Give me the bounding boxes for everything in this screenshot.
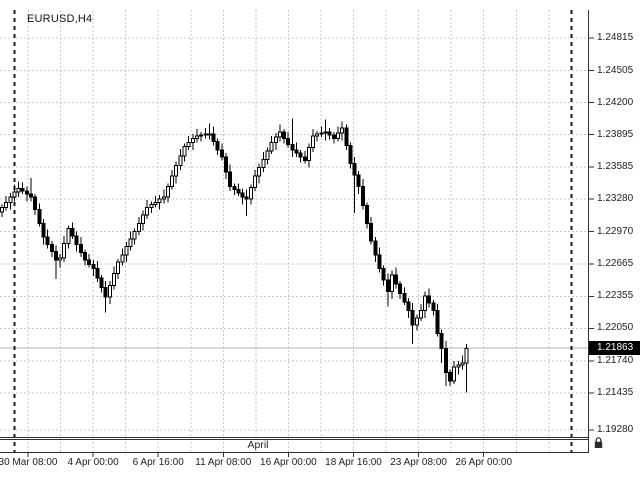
axis-tick-marks — [27, 37, 594, 457]
price-tick-label: 1.23585 — [597, 161, 634, 173]
time-tick-label: 18 Apr 16:00 — [325, 457, 382, 468]
time-tick-label: 26 Apr 00:00 — [455, 457, 513, 468]
month-separator-lines — [13, 10, 573, 452]
grid-lines — [0, 10, 589, 452]
bid-price-label: 1.21863 — [589, 340, 640, 355]
price-tick-label: 1.22050 — [597, 322, 634, 334]
price-tick-label: 1.24505 — [597, 64, 634, 76]
price-tick-label: 1.22970 — [597, 225, 634, 237]
price-tick-label: 1.21435 — [597, 386, 634, 398]
time-tick-label: 6 Apr 16:00 — [132, 457, 184, 468]
candlesticks — [0, 118, 469, 393]
price-tick-label: 1.22665 — [597, 257, 634, 269]
price-tick-label: 1.24200 — [597, 96, 634, 108]
symbol-period-label: EURUSD,H4 — [27, 13, 93, 25]
time-tick-label: 23 Apr 08:00 — [390, 457, 447, 468]
price-tick-label: 1.19280 — [597, 424, 634, 435]
price-axis[interactable]: 1.24815 1.24505 1.24200 1.23895 1.23585 1.232… — [589, 0, 640, 480]
price-tick-label: 1.24815 — [597, 32, 634, 43]
price-tick-label: 1.23895 — [597, 128, 634, 140]
price-tick-label: 1.21740 — [597, 354, 634, 366]
price-tick-label: 1.22355 — [597, 290, 634, 302]
time-tick-label: 16 Apr 00:00 — [260, 457, 317, 468]
time-axis[interactable]: 30 Mar 08:00 4 Apr 00:00 6 Apr 16:00 11 Apr… — [0, 453, 589, 471]
scale-lock-icon[interactable] — [593, 436, 604, 449]
time-tick-label: 30 Mar 08:00 — [0, 457, 58, 468]
price-tick-label: 1.23280 — [597, 193, 634, 205]
month-label: April — [247, 439, 269, 451]
time-tick-label: 4 Apr 00:00 — [67, 457, 119, 468]
time-tick-label: 11 Apr 08:00 — [195, 457, 252, 468]
